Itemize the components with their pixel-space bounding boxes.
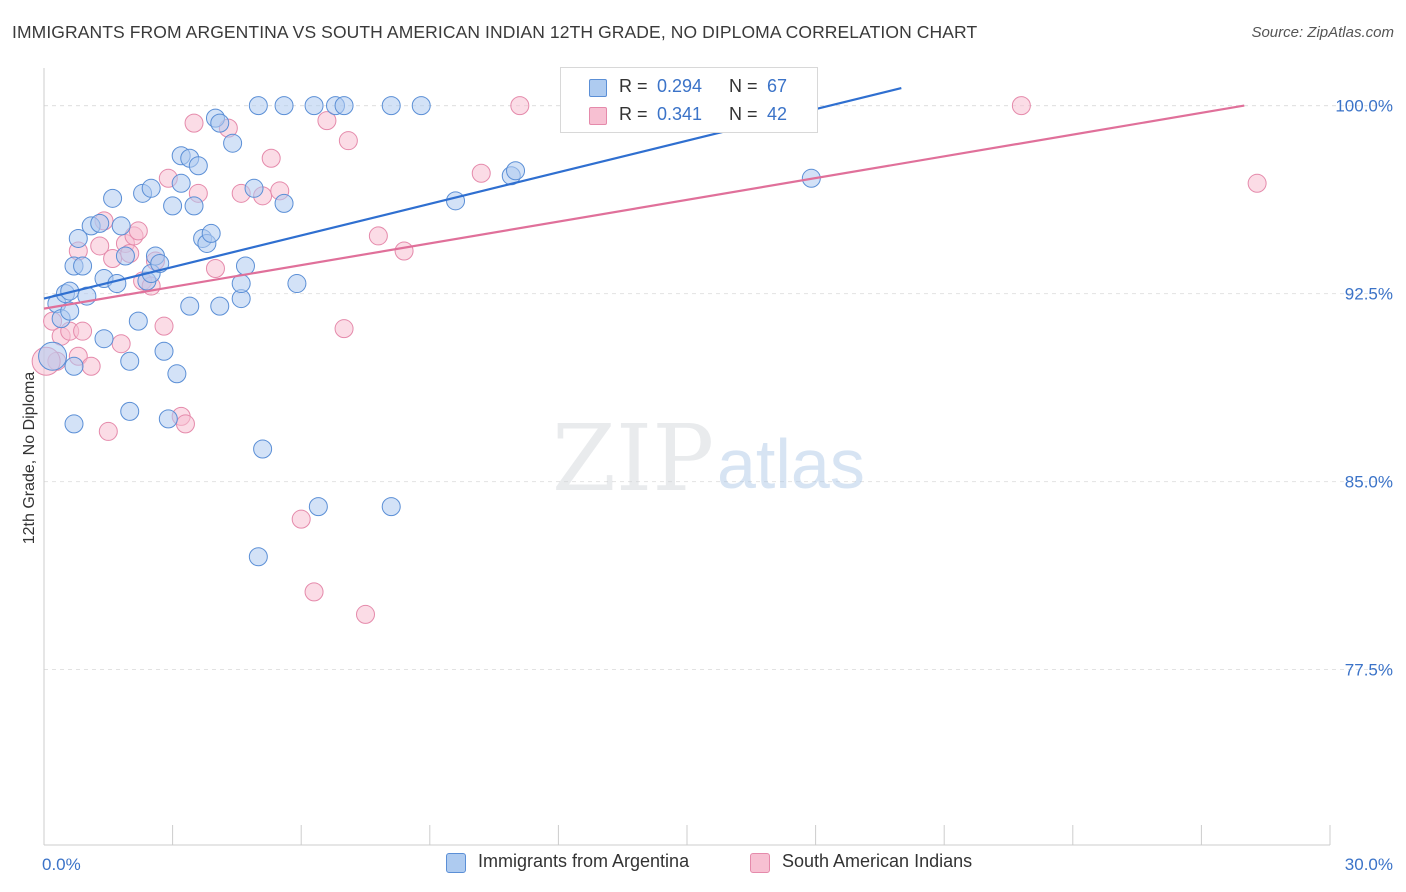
legend-swatch-south-american-indians	[750, 853, 770, 873]
data-point	[158, 409, 178, 429]
data-point	[411, 96, 431, 116]
data-point	[103, 188, 123, 208]
stats-box: R = 0.294 N = 67 R = 0.341 N = 42	[560, 67, 818, 133]
data-point	[248, 547, 268, 567]
data-point	[248, 96, 268, 116]
data-point	[64, 356, 84, 376]
y-tick-label: 77.5%	[1345, 661, 1393, 680]
data-point	[175, 414, 195, 434]
data-point	[171, 173, 191, 193]
data-point	[304, 582, 324, 602]
data-point	[81, 356, 101, 376]
data-point	[253, 439, 273, 459]
n-value-south-american-indians: 42	[767, 104, 788, 124]
x-tick-label-min: 0.0%	[42, 855, 81, 874]
data-point	[90, 236, 110, 256]
data-point	[115, 246, 135, 266]
data-point	[94, 329, 114, 349]
data-point	[304, 96, 324, 116]
r-value-south-american-indians: 0.341	[657, 104, 703, 124]
y-tick-label: 100.0%	[1335, 97, 1393, 116]
data-point	[184, 196, 204, 216]
data-point	[244, 178, 264, 198]
data-point	[154, 316, 174, 336]
data-point	[356, 604, 375, 624]
data-point	[210, 113, 230, 133]
n-label: N =	[729, 104, 758, 124]
x-tick-label-max: 30.0%	[1345, 855, 1393, 874]
data-point	[334, 319, 354, 339]
watermark-zip: ZIP	[552, 405, 714, 512]
stats-swatch-south-american-indians	[589, 107, 607, 125]
data-point	[184, 113, 204, 133]
r-label: R =	[619, 104, 648, 124]
data-point	[381, 96, 401, 116]
data-point	[60, 301, 80, 321]
data-point	[368, 226, 388, 246]
data-point	[1011, 96, 1031, 116]
data-point	[338, 131, 358, 151]
series-south-american-indians-points	[31, 96, 1267, 624]
n-value-argentina: 67	[767, 76, 788, 96]
r-label: R =	[619, 76, 648, 96]
data-point	[1247, 173, 1267, 193]
data-point	[210, 296, 230, 316]
y-tick-label: 92.5%	[1345, 285, 1393, 304]
data-point	[120, 351, 140, 371]
legend-swatch-argentina	[446, 853, 466, 873]
data-point	[394, 241, 414, 261]
data-point	[128, 311, 148, 331]
data-point	[73, 321, 93, 341]
y-tick-labels: 77.5% 85.0% 92.5% 100.0%	[1335, 97, 1393, 680]
data-point	[167, 364, 187, 384]
data-point	[510, 96, 530, 116]
n-label: N =	[729, 76, 758, 96]
data-point	[381, 497, 401, 517]
data-point	[235, 256, 255, 276]
data-point	[180, 296, 200, 316]
data-point	[68, 228, 88, 248]
data-point	[261, 148, 281, 168]
watermark-atlas: atlas	[717, 425, 865, 503]
data-point	[317, 111, 337, 131]
legend-label-argentina: Immigrants from Argentina	[478, 851, 690, 871]
data-point	[154, 341, 174, 361]
data-point	[141, 178, 161, 198]
series-argentina-points	[38, 96, 821, 567]
data-point	[128, 221, 148, 241]
data-point	[334, 96, 354, 116]
data-point	[205, 259, 225, 279]
data-point	[64, 414, 84, 434]
data-point	[111, 334, 131, 354]
chart-title: IMMIGRANTS FROM ARGENTINA VS SOUTH AMERI…	[12, 22, 978, 42]
data-point	[506, 161, 526, 181]
data-point	[287, 274, 307, 294]
data-point	[98, 421, 118, 441]
data-point	[90, 213, 110, 233]
data-point	[446, 191, 466, 211]
data-point	[163, 196, 183, 216]
data-point	[274, 96, 294, 116]
data-point	[308, 497, 328, 517]
axes	[43, 68, 1331, 846]
data-point	[471, 163, 491, 183]
data-point	[120, 401, 140, 421]
data-point	[188, 156, 208, 176]
data-point	[111, 216, 131, 236]
y-tick-label: 85.0%	[1345, 473, 1393, 492]
data-point	[107, 274, 127, 294]
trend-line-south-american-indians	[43, 104, 1245, 310]
data-point	[291, 509, 311, 529]
data-point	[201, 223, 221, 243]
data-point	[274, 193, 294, 213]
data-point	[38, 341, 68, 371]
data-point	[223, 133, 243, 153]
data-point	[73, 256, 93, 276]
stats-swatch-argentina	[589, 79, 607, 97]
legend-label-south-american-indians: South American Indians	[782, 851, 973, 871]
r-value-argentina: 0.294	[657, 76, 703, 96]
source-credit: Source: ZipAtlas.com	[1251, 24, 1394, 41]
